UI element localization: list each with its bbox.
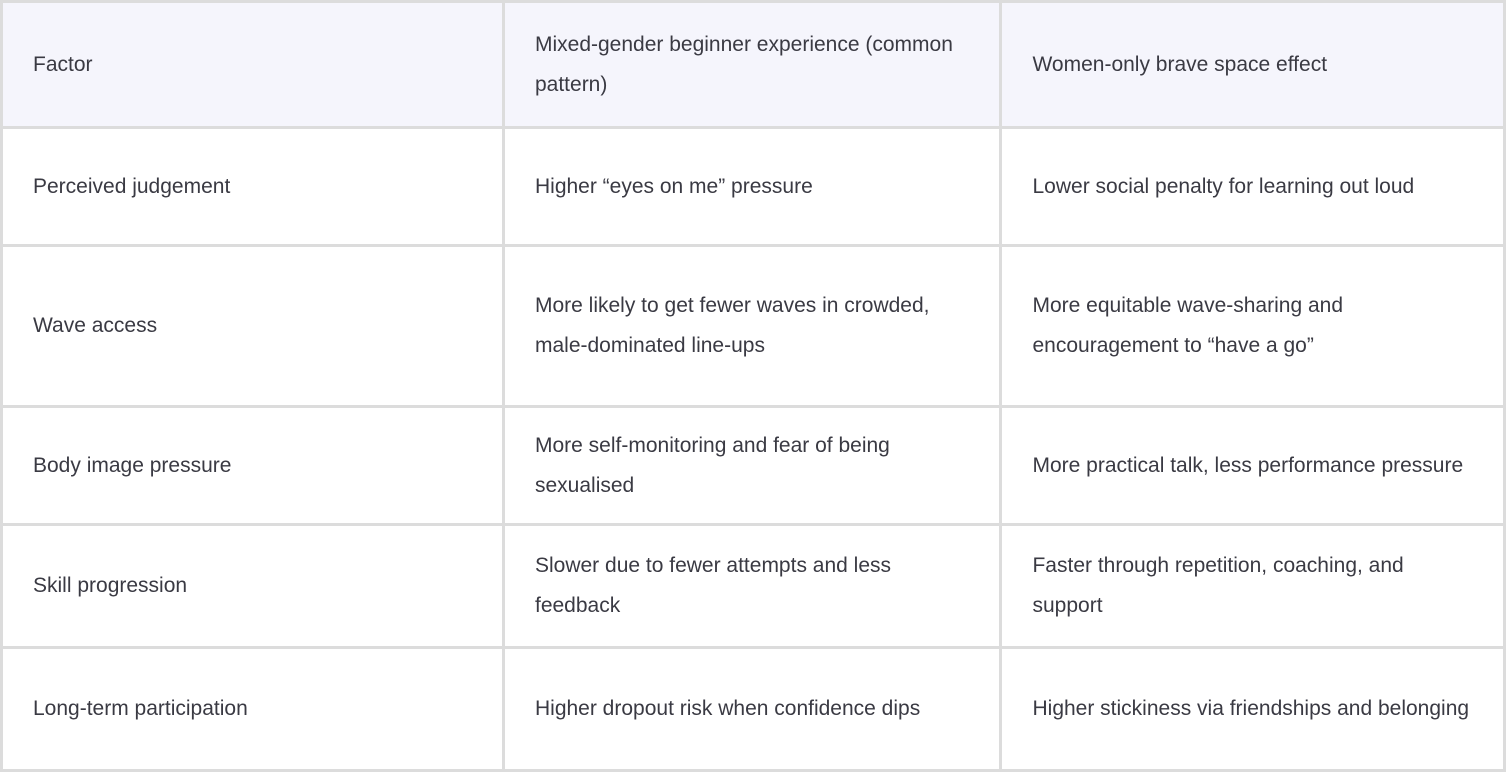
table-body: Perceived judgement Higher “eyes on me” … [3,129,1503,769]
table-cell-women-only: Higher stickiness via friendships and be… [1002,649,1503,769]
table-cell-women-only: More equitable wave-sharing and encourag… [1002,247,1503,405]
table-row: Wave access More likely to get fewer wav… [3,247,1503,405]
table-cell-mixed-gender: Higher dropout risk when confidence dips [504,649,1000,769]
table-cell-factor: Long-term participation [3,649,502,769]
header-row: Factor Mixed-gender beginner experience … [3,3,1503,126]
table-cell-women-only: More practical talk, less performance pr… [1002,408,1503,523]
table-row: Perceived judgement Higher “eyes on me” … [3,129,1503,244]
table-cell-mixed-gender: More likely to get fewer waves in crowde… [504,247,1000,405]
table-cell-factor: Body image pressure [3,408,502,523]
column-header-women-only: Women-only brave space effect [1002,3,1503,126]
table-cell-factor: Skill progression [3,526,502,646]
table-cell-factor: Perceived judgement [3,129,502,244]
table-cell-mixed-gender: Higher “eyes on me” pressure [504,129,1000,244]
column-header-factor: Factor [3,3,502,126]
table-row: Long-term participation Higher dropout r… [3,649,1503,769]
table-cell-mixed-gender: More self-monitoring and fear of being s… [504,408,1000,523]
table-row: Body image pressure More self-monitoring… [3,408,1503,523]
table-cell-women-only: Lower social penalty for learning out lo… [1002,129,1503,244]
column-header-mixed-gender: Mixed-gender beginner experience (common… [504,3,1000,126]
table-cell-factor: Wave access [3,247,502,405]
table-header: Factor Mixed-gender beginner experience … [3,3,1503,126]
table-cell-mixed-gender: Slower due to fewer attempts and less fe… [504,526,1000,646]
table-row: Skill progression Slower due to fewer at… [3,526,1503,646]
table-cell-women-only: Faster through repetition, coaching, and… [1002,526,1503,646]
